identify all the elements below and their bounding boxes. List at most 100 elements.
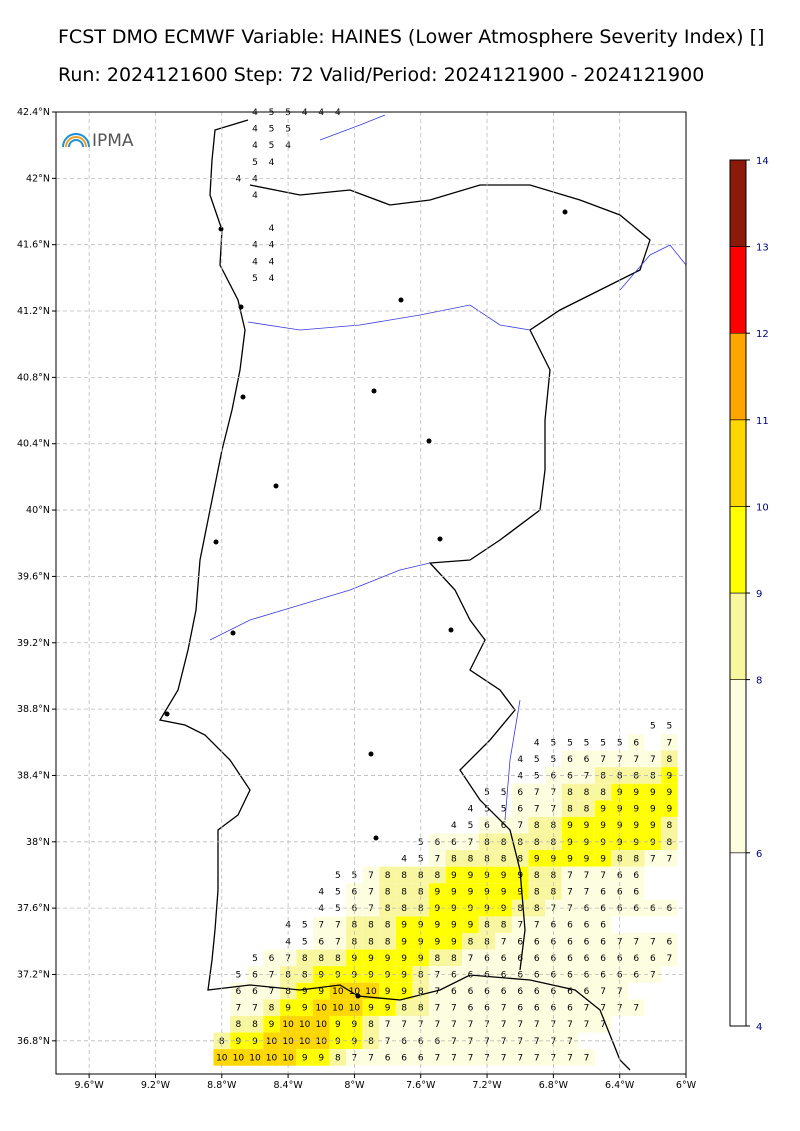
lat-label: 41.2°N: [17, 306, 50, 317]
grid-cell: [445, 1049, 463, 1066]
grid-cell: [594, 999, 612, 1016]
grid-cell: [445, 1032, 463, 1050]
grid-cell: [246, 982, 264, 1000]
grid-value: 6: [600, 954, 606, 964]
grid-cell: [561, 883, 579, 900]
grid-value: 8: [468, 937, 474, 947]
grid-value: 7: [633, 1004, 639, 1014]
grid-value: 9: [600, 854, 606, 864]
grid-value: 6: [650, 954, 656, 964]
grid-value: 7: [584, 1020, 590, 1030]
grid-cell: [495, 883, 512, 900]
grid-value: 6: [667, 904, 673, 914]
grid-value: 10: [332, 987, 344, 997]
lon-label: 8°W: [344, 1080, 365, 1091]
grid-value: 7: [650, 854, 656, 864]
grid-cell: [561, 999, 579, 1016]
colorbar-band: [729, 332, 747, 421]
grid-cell: [362, 866, 380, 884]
grid-cell: [495, 982, 512, 1000]
grid-value: 8: [335, 954, 341, 964]
grid-value: 7: [451, 1037, 457, 1047]
grid-cell: [511, 1049, 529, 1066]
grid-cell: [296, 999, 313, 1016]
grid-value: 7: [468, 1020, 474, 1030]
grid-cell: [445, 933, 463, 950]
grid-value: 7: [451, 1004, 457, 1014]
grid-value: 10: [349, 987, 361, 997]
grid-cell: [594, 916, 612, 934]
grid-cell: [462, 1015, 479, 1033]
grid-cell: [511, 883, 529, 900]
grid-value: 5: [269, 141, 275, 151]
grid-value: 9: [401, 937, 407, 947]
grid-cell: [511, 1015, 529, 1033]
grid-cell: [627, 750, 645, 768]
grid-value: 9: [468, 904, 474, 914]
grid-value: 6: [501, 954, 507, 964]
grid-value: 7: [335, 937, 341, 947]
lat-label: 39.6°N: [17, 571, 50, 582]
grid-value: 7: [468, 954, 474, 964]
grid-cell: [611, 866, 628, 884]
grid-value: 7: [451, 1053, 457, 1063]
grid-value: 7: [650, 937, 656, 947]
grid-cell: [578, 767, 595, 784]
grid-value: 7: [584, 871, 590, 881]
grid-value: 9: [468, 921, 474, 931]
grid-cell: [578, 883, 595, 900]
grid-cell: [594, 933, 612, 950]
grid-cell: [395, 866, 413, 884]
grid-value: 9: [236, 1037, 242, 1047]
grid-cell: [644, 750, 662, 768]
grid-value: 7: [534, 921, 540, 931]
grid-cell: [561, 783, 579, 801]
grid-value: 10: [266, 1053, 278, 1063]
logo-text: IPMA: [92, 131, 134, 151]
grid-value: 6: [584, 954, 590, 964]
grid-value: 7: [451, 1020, 457, 1030]
grid-cell: [246, 1049, 264, 1066]
grid-cell: [246, 1015, 264, 1033]
grid-value: 4: [252, 108, 258, 118]
grid-value: 6: [633, 738, 639, 748]
grid-cell: [495, 949, 512, 967]
grid-cell: [627, 816, 645, 834]
colorbar-band: [729, 506, 747, 594]
grid-value: 8: [501, 838, 507, 848]
grid-cell: [478, 982, 496, 1000]
grid-cell: [495, 933, 512, 950]
grid-value: 6: [584, 755, 590, 765]
grid-value: 7: [534, 1053, 540, 1063]
grid-value: 7: [501, 1053, 507, 1063]
grid-cell: [346, 999, 363, 1016]
grid-value: 7: [434, 1053, 440, 1063]
grid-value: 5: [584, 738, 590, 748]
grid-value: 4: [252, 141, 258, 151]
grid-value: 9: [468, 871, 474, 881]
lat-label: 38°N: [26, 837, 50, 848]
grid-cell: [578, 866, 595, 884]
grid-value: 5: [252, 158, 258, 168]
grid-cell: [346, 899, 363, 917]
colorbar-label: 4: [756, 1022, 762, 1033]
grid-value: 6: [617, 954, 623, 964]
grid-value: 7: [551, 904, 557, 914]
grid-value: 5: [667, 722, 673, 732]
grid-value: 6: [517, 987, 523, 997]
grid-value: 5: [252, 954, 258, 964]
grid-value: 7: [600, 987, 606, 997]
grid-cell: [594, 982, 612, 1000]
grid-value: 4: [318, 108, 324, 118]
grid-value: 9: [650, 821, 656, 831]
grid-cell: [379, 916, 396, 934]
grid-cell: [263, 1049, 280, 1066]
grid-value: 8: [517, 904, 523, 914]
grid-value: 8: [401, 871, 407, 881]
lat-label: 42.4°N: [17, 107, 50, 118]
grid-value: 7: [534, 805, 540, 815]
chart-subtitle: Run: 2024121600 Step: 72 Valid/Period: 2…: [58, 64, 705, 86]
lon-label: 7.2°W: [472, 1080, 502, 1091]
grid-cell: [594, 800, 612, 817]
grid-value: 9: [633, 805, 639, 815]
